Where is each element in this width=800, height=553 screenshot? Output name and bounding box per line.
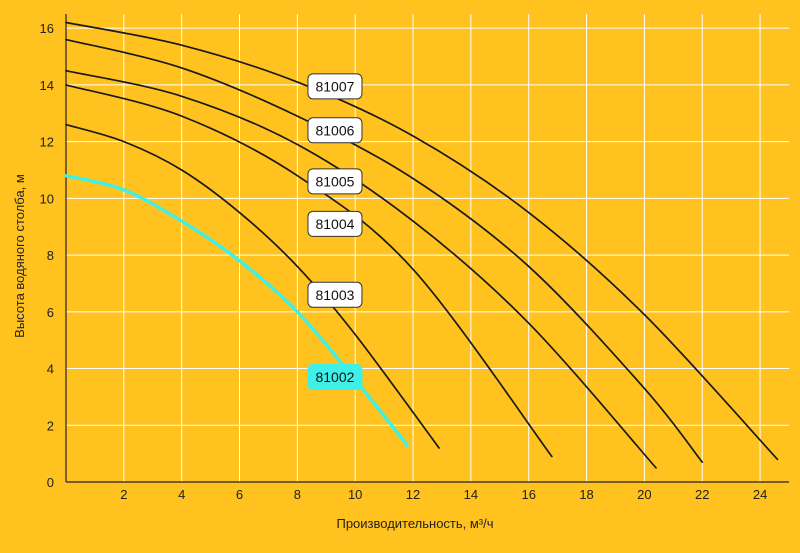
y-tick-label: 12 [40,135,54,150]
x-tick-label: 20 [637,487,651,502]
y-tick-label: 16 [40,21,54,36]
y-tick-label: 14 [40,78,54,93]
x-tick-label: 18 [579,487,593,502]
series-line-81007 [65,21,779,461]
series-line-81006 [65,38,704,463]
x-tick-label: 14 [464,487,478,502]
x-tick-label: 4 [178,487,185,502]
series-label-81007: 81007 [315,78,354,94]
series-label-box-81002 [307,364,363,391]
x-tick-label: 8 [294,487,301,502]
series-line-81003 [65,123,440,449]
series-curves [64,21,779,469]
series-line-81005 [65,69,657,469]
series-labels: 81007 81006 81005 81004 81003 81002 [307,73,363,391]
y-tick-label: 8 [47,248,54,263]
series-label-box-81004 [307,210,363,237]
y-tick-label: 6 [47,305,54,320]
series-label-box-81006 [307,117,363,144]
x-tick-label: 2 [120,487,127,502]
y-tick-label: 0 [47,475,54,490]
series-label-box-81007 [307,73,363,100]
x-axis-title: Производительность, м³/ч [336,516,493,531]
series-label-81004: 81004 [315,216,354,232]
series-label-81006: 81006 [315,122,354,138]
x-tick-label: 16 [521,487,535,502]
y-tick-label: 2 [47,418,54,433]
grid [66,14,789,482]
x-tick-label: 22 [695,487,709,502]
series-label-81005: 81005 [315,173,354,189]
series-label-box-81003 [307,281,363,308]
x-tick-label: 24 [753,487,767,502]
series-label-box-81005 [307,168,363,195]
x-tick-label: 10 [348,487,362,502]
series-label-81002: 81002 [315,369,354,385]
x-tick-label: 6 [236,487,243,502]
y-tick-label: 10 [40,191,54,206]
y-tick-label: 4 [47,362,54,377]
x-tick-label: 12 [406,487,420,502]
series-label-81003: 81003 [315,287,354,303]
y-axis-title: Высота водяного столба, м [12,174,27,338]
